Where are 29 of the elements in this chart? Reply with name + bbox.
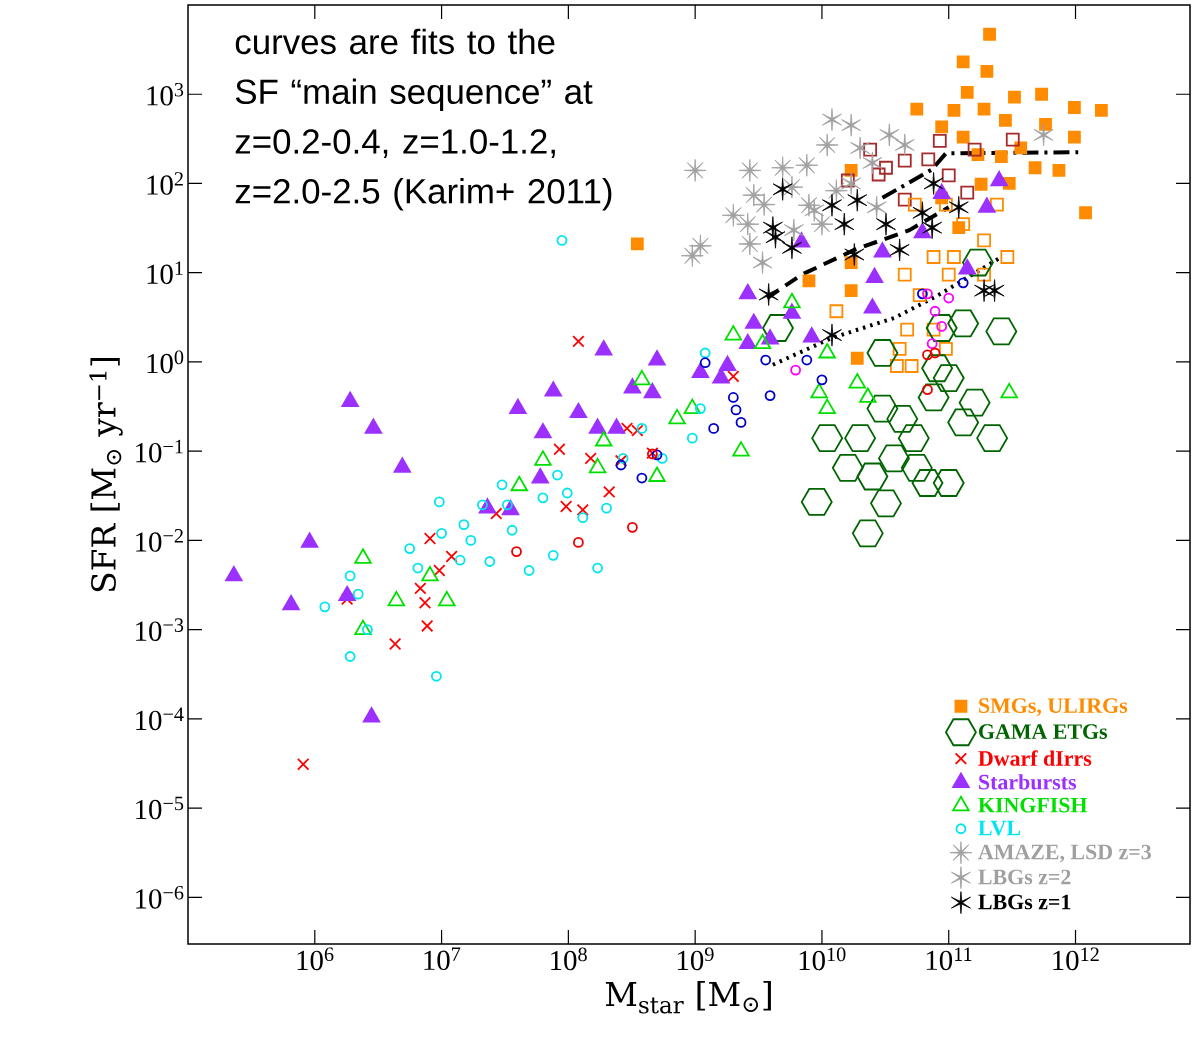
y-tick-label: 10$^{0}$ [147, 350, 184, 374]
y-tick-label: 10$^{−1}$ [136, 439, 183, 463]
y-tick-label: 10$^{1}$ [147, 261, 183, 285]
y-axis-title: SFR [M$_{⊙}$ yr$^{−1}$] [89, 357, 123, 592]
y-tick-label: 10$^{−3}$ [136, 618, 184, 641]
x-tick-label: 10$^{10}$ [799, 947, 846, 971]
y-tick-label: 10$^{3}$ [147, 82, 184, 106]
legend-label: GAMA ETGs [979, 724, 1108, 739]
y-tick-label: 10$^{2}$ [147, 172, 183, 195]
legend-label: LVL [978, 820, 1021, 836]
y-tick-label: 10$^{−4}$ [136, 707, 184, 731]
y-tick-label: 10$^{−2}$ [136, 529, 183, 552]
x-tick-label: 10$^{12}$ [1053, 947, 1099, 971]
x-tick-label: 10$^{8}$ [551, 947, 587, 971]
legend-label: LBGs z=1 [978, 894, 1071, 910]
legend-label: LBGs z=2 [978, 869, 1071, 885]
legend-label: SMGs, ULIRGs [979, 698, 1128, 717]
legend-label: Dwarf dIrrs [978, 750, 1092, 766]
legend-label: KINGFISH [978, 797, 1088, 813]
y-tick-label: 10$^{−6}$ [136, 886, 184, 909]
legend-label: AMAZE, LSD z=3 [978, 844, 1151, 863]
x-tick-label: 10$^{7}$ [424, 947, 461, 971]
x-tick-label: 10$^{11}$ [926, 947, 972, 971]
x-tick-label: 10$^{9}$ [677, 947, 714, 971]
legend-label: Starbursts [979, 774, 1077, 790]
x-axis-title: M$_{star}$ [M$_{⊙}$] [605, 981, 771, 1014]
y-tick-label: 10$^{−5}$ [136, 796, 184, 820]
annotation: curves are fits to the SF “main sequence” at z=0.2-0.4, z=1.0-1.2, z=2.0-2.5 (Karim+ 2011) [235, 28, 612, 211]
x-tick-label: 10$^{6}$ [297, 947, 334, 971]
